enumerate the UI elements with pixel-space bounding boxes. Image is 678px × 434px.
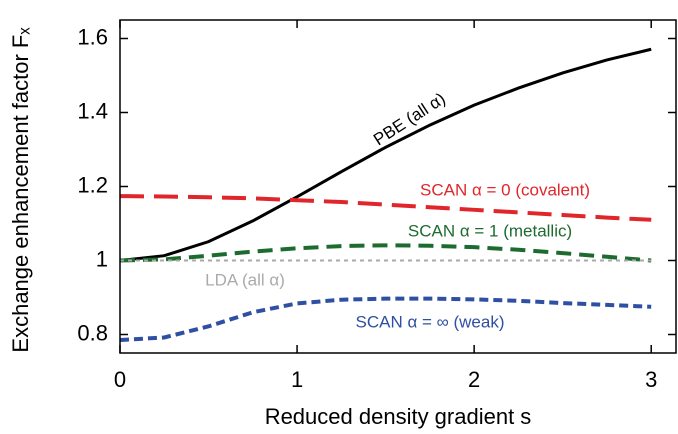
plot-frame	[119, 19, 677, 354]
x-tick-label: 1	[291, 367, 303, 392]
x-tick-label: 3	[645, 367, 657, 392]
x-tick-label: 2	[468, 367, 480, 392]
series-label: SCAN α = 1 (metallic)	[408, 221, 572, 240]
series-label: PBE (all α)	[370, 89, 449, 149]
series-label: SCAN α = 0 (covalent)	[420, 180, 590, 199]
y-tick-label: 0.8	[77, 320, 108, 345]
series-line	[119, 296, 652, 343]
series-line	[119, 47, 652, 262]
x-tick-label: 0	[114, 367, 126, 392]
series-label: LDA (all α)	[205, 270, 285, 289]
series-line	[119, 243, 652, 263]
y-axis-label: Exchange enhancement factor Fₓ	[8, 27, 33, 353]
series-label: SCAN α = ∞ (weak)	[355, 312, 504, 331]
series-line	[119, 194, 652, 222]
y-tick-label: 1.6	[77, 24, 108, 49]
y-tick-label: 1.4	[77, 98, 108, 123]
y-tick-label: 1	[96, 246, 108, 271]
y-tick-label: 1.2	[77, 172, 108, 197]
x-axis-label: Reduced density gradient s	[265, 404, 532, 429]
